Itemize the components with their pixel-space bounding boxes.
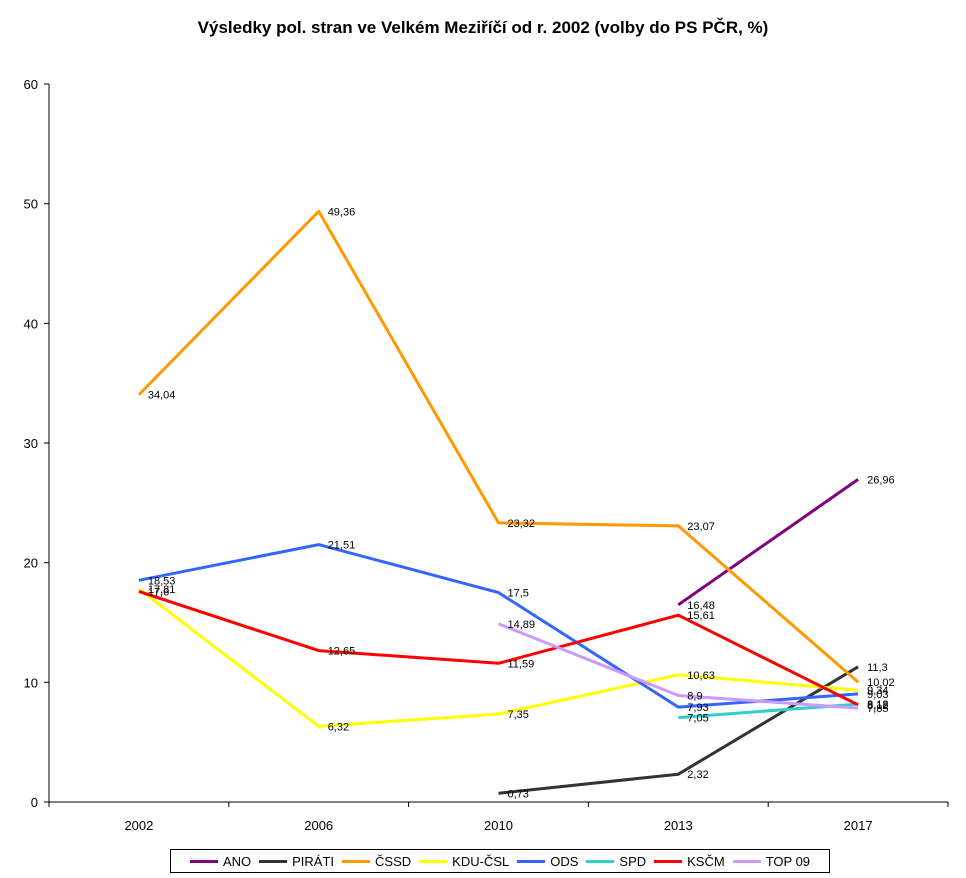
legend-item: ANO (189, 853, 252, 869)
y-tick-label: 10 (24, 675, 38, 690)
data-label-ODS: 21,51 (328, 540, 356, 552)
legend-item: KSČM (654, 854, 725, 869)
data-label-KSČM: 12,65 (328, 646, 356, 658)
data-label-ČSSD: 49,36 (328, 206, 356, 218)
series-line-ČSSD (137, 209, 860, 684)
legend-swatch (419, 859, 448, 863)
data-label-ANO: 16,48 (687, 600, 715, 612)
data-label-KDU-ČSL: 9,34 (867, 685, 888, 697)
chart-legend: ANO PIRÁTI ČSSD KDU-ČSL ODS SPD KSČM TOP 09 (170, 849, 830, 873)
data-label-ODS: 7,93 (687, 702, 708, 714)
legend-item: KDU-ČSL (419, 854, 509, 869)
data-label-KSČM: 11,59 (508, 658, 535, 670)
legend-item: PIRÁTI (259, 854, 334, 869)
y-tick-label: 50 (24, 197, 38, 212)
series-line-ANO (677, 478, 859, 607)
data-label-PIRÁTI: 0,73 (508, 788, 529, 800)
legend-label: KSČM (687, 853, 725, 869)
x-tick-label: 2006 (304, 818, 333, 833)
data-label-KDU-ČSL: 10,63 (687, 670, 715, 682)
series-line-KSČM (138, 589, 859, 707)
x-tick-label: 2010 (484, 818, 513, 833)
legend-label: SPD (619, 853, 647, 869)
legend-label: ANO (222, 853, 252, 869)
legend-swatch (586, 859, 615, 863)
y-tick-label: 30 (24, 436, 38, 451)
data-label-SPD: 7,05 (687, 713, 708, 725)
data-label-PIRÁTI: 2,32 (687, 769, 708, 781)
legend-label: ODS (550, 853, 579, 869)
data-label-KSČM: 8,12 (867, 700, 888, 712)
series-line-TOP 09 (497, 622, 859, 710)
chart-data-labels: 16,48 26,96 0,73 2,32 11,3 34,04 49,36 23,32 23,… (148, 206, 895, 800)
data-label-ČSSD: 23,32 (508, 518, 536, 530)
data-label-ČSSD: 10,02 (867, 677, 895, 689)
y-tick-label: 40 (24, 316, 38, 331)
legend-swatch (517, 859, 546, 863)
data-label-KSČM: 15,61 (687, 610, 715, 622)
data-label-KDU-ČSL: 17,81 (148, 584, 176, 596)
legend-label: ČSSD (375, 853, 412, 869)
legend-item: SPD (586, 854, 646, 869)
legend-label: KDU-ČSL (452, 853, 510, 869)
data-label-ODS: 17,5 (508, 588, 529, 600)
data-label-PIRÁTI: 11,3 (867, 662, 888, 674)
legend-item: ODS (517, 854, 578, 869)
x-tick-label: 2017 (844, 818, 873, 833)
data-label-TOP 09: 14,89 (508, 619, 536, 631)
data-label-KDU-ČSL: 6,32 (328, 721, 349, 733)
data-label-SPD: 8,18 (867, 699, 888, 711)
data-label-ČSSD: 34,04 (148, 390, 176, 402)
chart-series-lines (137, 209, 860, 795)
data-label-ODS: 18,53 (148, 575, 176, 587)
data-label-ANO: 26,96 (867, 474, 895, 486)
data-label-TOP 09: 8,9 (687, 690, 702, 702)
data-label-ODS: 9,03 (867, 689, 888, 701)
data-label-ČSSD: 23,07 (687, 521, 715, 533)
y-tick-label: 60 (24, 77, 38, 92)
series-line-ODS (138, 543, 859, 709)
legend-label: TOP 09 (765, 853, 811, 869)
legend-swatch (189, 859, 218, 863)
legend-swatch (654, 859, 683, 863)
legend-swatch (342, 859, 371, 863)
data-label-KSČM: 17,6 (148, 586, 169, 598)
legend-item: TOP 09 (732, 853, 811, 869)
data-label-TOP 09: 7,85 (867, 703, 888, 715)
x-tick-label: 2002 (124, 818, 153, 833)
chart-axes: 0 10 20 30 40 50 60 2002 2006 2010 2013 2017 (24, 77, 949, 833)
legend-label: PIRÁTI (292, 853, 335, 869)
y-tick-label: 20 (24, 556, 38, 571)
x-tick-label: 2013 (664, 818, 693, 833)
data-label-KDU-ČSL: 7,35 (508, 709, 529, 721)
series-line-KDU-ČSL (137, 587, 859, 728)
y-tick-label: 0 (31, 795, 38, 810)
chart-title: Výsledky pol. stran ve Velkém Meziříčí o… (197, 18, 769, 37)
legend-item: ČSSD (342, 854, 411, 869)
legend-swatch (259, 859, 288, 863)
legend-swatch (732, 859, 761, 863)
